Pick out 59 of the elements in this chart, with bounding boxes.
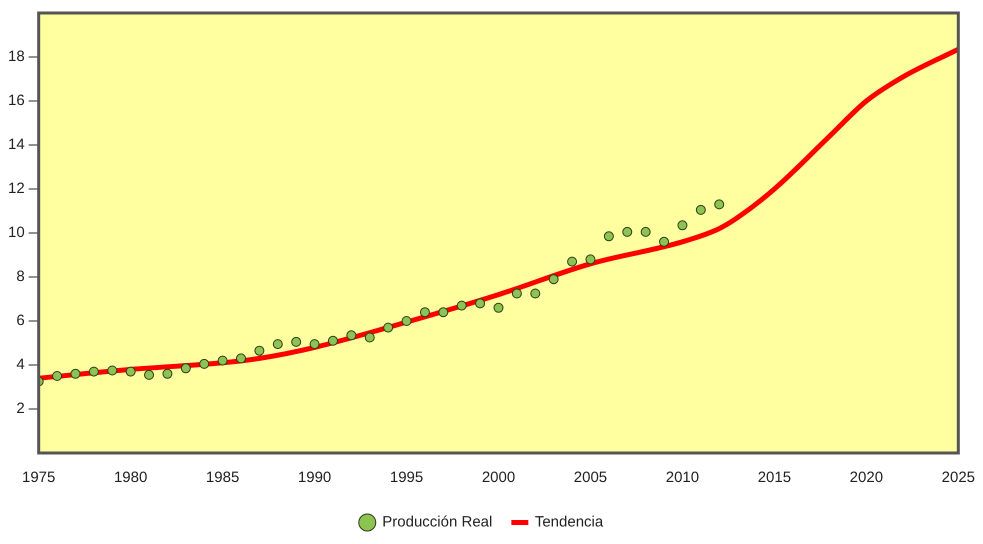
point (475, 298, 486, 308)
y-tick-label: 4 (16, 356, 25, 374)
point (291, 336, 302, 347)
x-tick-label: 2005 (574, 469, 608, 486)
legend-label: Producción Real (382, 514, 492, 531)
point (254, 346, 264, 356)
point (162, 368, 172, 379)
x-tick-label: 1990 (298, 469, 332, 486)
point (144, 370, 154, 380)
point (659, 236, 670, 247)
point (70, 368, 80, 379)
point (272, 339, 283, 350)
point (530, 288, 540, 298)
point (236, 353, 246, 364)
point (714, 199, 724, 210)
y-tick-label: 14 (8, 136, 25, 154)
x-tick-label: 2025 (942, 469, 976, 486)
point (420, 307, 430, 318)
y-tick-label: 8 (16, 268, 25, 286)
y-tick-label: 18 (8, 48, 25, 66)
point (328, 336, 338, 346)
point (218, 356, 228, 366)
x-tick-label: 1980 (114, 469, 148, 486)
x-tick-label: 2015 (758, 469, 792, 486)
point (180, 363, 191, 374)
x-tick-label: 1985 (206, 469, 240, 486)
point (126, 366, 136, 377)
y-tick-label: 16 (8, 92, 25, 110)
point (640, 226, 651, 237)
x-tick-label: 2000 (482, 469, 516, 486)
point (199, 358, 210, 369)
point (52, 371, 62, 381)
point (567, 256, 578, 267)
legend-label: Tendencia (534, 514, 604, 531)
point (438, 307, 448, 318)
point (402, 316, 412, 326)
point (383, 322, 394, 333)
point (364, 332, 375, 342)
y-tick-label: 10 (8, 224, 25, 242)
point (512, 288, 522, 298)
y-tick-label: 6 (16, 312, 25, 330)
point (107, 366, 118, 376)
x-tick-label: 1995 (390, 469, 424, 486)
point (88, 366, 99, 377)
point (622, 226, 632, 237)
point (677, 220, 688, 230)
point (696, 204, 706, 215)
point (604, 231, 614, 242)
point (310, 339, 320, 350)
point (456, 300, 467, 311)
y-tick-label: 2 (16, 400, 25, 418)
y-tick-label: 12 (8, 180, 25, 198)
point (585, 254, 596, 264)
x-tick-label: 2010 (666, 469, 700, 486)
x-tick-label: 1975 (22, 469, 56, 486)
x-tick-label: 2020 (850, 469, 884, 486)
point (346, 330, 356, 340)
point (494, 302, 504, 313)
point (548, 274, 559, 284)
